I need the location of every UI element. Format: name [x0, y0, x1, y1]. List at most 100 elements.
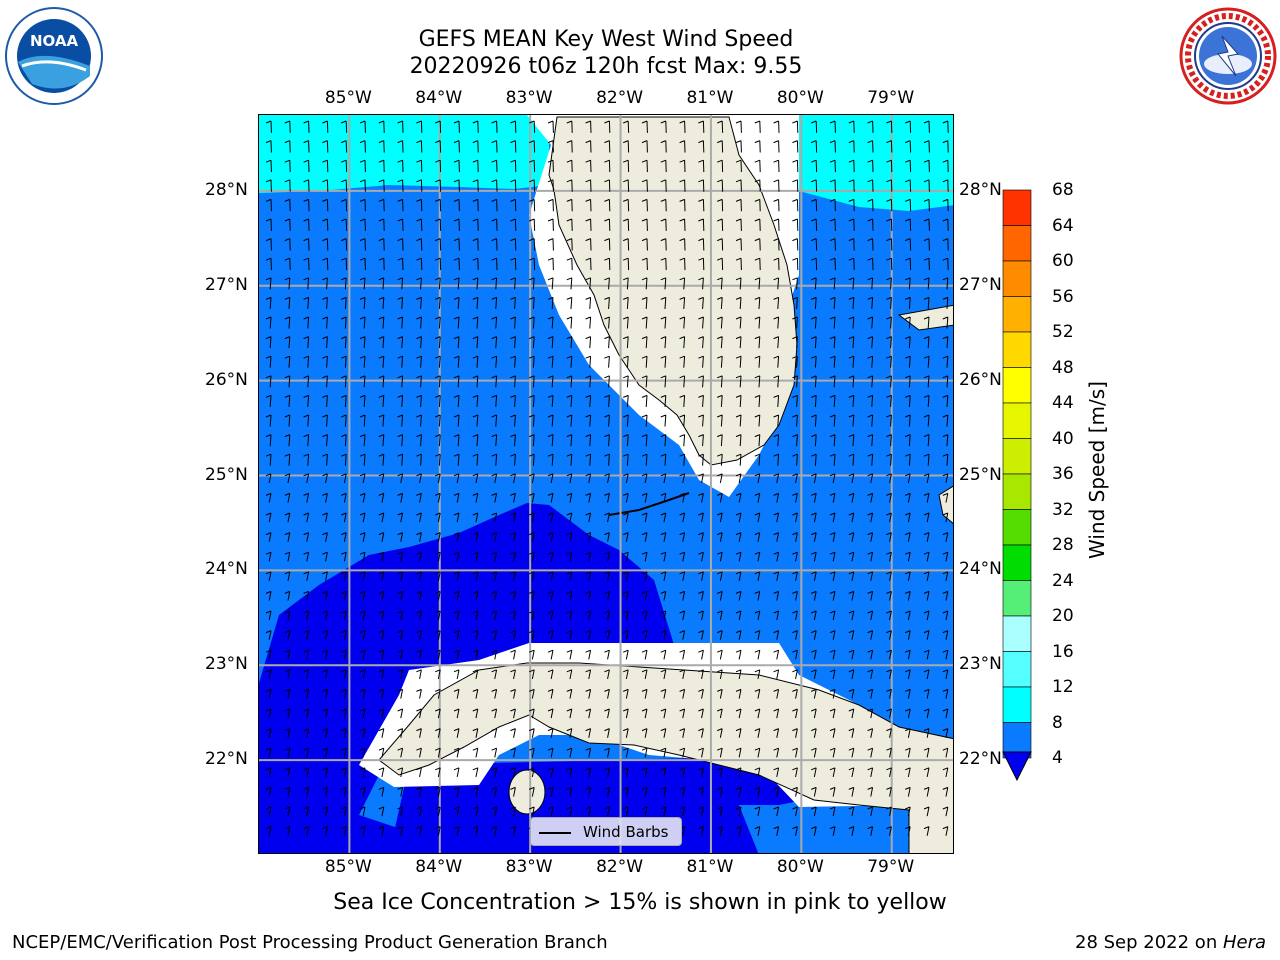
wind-barb: [453, 610, 460, 621]
lon-tick-bottom: 79°W: [867, 857, 915, 877]
wind-barb: [754, 532, 761, 542]
wind-barb: [491, 590, 498, 601]
wind-barb: [660, 198, 667, 212]
wind-barb: [416, 610, 422, 621]
wind-barb: [660, 708, 667, 719]
wind-barb: [792, 296, 798, 309]
wind-barb: [641, 767, 648, 778]
wind-barb: [397, 316, 404, 329]
wind-barb: [811, 434, 817, 447]
wind-barb: [453, 786, 460, 797]
wind-barb: [510, 649, 516, 660]
wind-barb: [829, 355, 836, 368]
colorbar-band: [1002, 580, 1032, 617]
wind-barb: [942, 453, 949, 466]
wind-barb: [754, 218, 761, 231]
wind-barb: [416, 551, 422, 562]
wind-barb: [303, 277, 310, 290]
wind-barb: [435, 649, 441, 660]
wind-barb: [566, 336, 573, 349]
wind-barb: [867, 669, 874, 680]
wind-barb: [754, 257, 761, 271]
wind-barb: [378, 473, 385, 484]
wind-barb: [641, 218, 648, 231]
wind-barb: [303, 728, 310, 738]
wind-barb: [942, 296, 949, 309]
wind-barb: [435, 630, 441, 640]
wind-barb: [453, 277, 460, 290]
colorbar-tick-label: 44: [1052, 393, 1074, 413]
wind-barb: [679, 355, 686, 368]
wind-barb: [905, 649, 911, 660]
wind-barb: [435, 198, 442, 212]
wind-barb: [623, 198, 630, 212]
wind-barb: [491, 159, 498, 173]
lat-tick-left: 27°N: [205, 274, 248, 295]
wind-barb: [585, 747, 592, 758]
wind-barb: [623, 336, 629, 349]
wind-barb: [660, 394, 667, 407]
wind-barb: [359, 551, 366, 562]
wind-barb: [566, 649, 573, 660]
wind-barb: [397, 355, 404, 368]
wind-barb: [641, 120, 648, 133]
wind-barb: [867, 336, 874, 349]
lat-tick-left: 22°N: [205, 749, 248, 770]
wind-barb: [472, 159, 479, 173]
wind-barb: [660, 159, 667, 173]
wind-barb: [453, 140, 460, 153]
wind-barb: [284, 767, 291, 778]
wind-barb: [472, 571, 479, 582]
wind-barb: [886, 512, 892, 523]
wind-barb: [698, 198, 705, 212]
wind-barb: [886, 610, 892, 621]
wind-barb: [641, 630, 648, 640]
wind-barb: [623, 708, 629, 719]
wind-barb: [641, 434, 648, 447]
wind-barb: [397, 238, 404, 251]
wind-barb: [623, 453, 629, 466]
wind-barb: [416, 355, 422, 368]
wind-barb: [923, 238, 930, 251]
wind-barb: [397, 708, 404, 719]
wind-barb: [848, 492, 855, 503]
wind-barb: [660, 414, 667, 427]
wind-barb: [735, 688, 742, 699]
wind-barb: [829, 375, 836, 388]
wind-barb: [547, 394, 554, 407]
wind-barb: [905, 453, 911, 466]
wind-barb: [923, 453, 930, 466]
wind-barb: [811, 630, 817, 640]
wind-barb: [416, 198, 423, 212]
wind-barb: [679, 238, 686, 251]
lon-tick-top: 83°W: [505, 88, 553, 108]
wind-barb: [453, 336, 460, 349]
wind-barb: [641, 316, 648, 329]
lat-tick-left: 28°N: [205, 179, 248, 200]
wind-barb: [341, 590, 347, 601]
wind-barb: [698, 394, 704, 407]
wind-barb: [435, 375, 441, 388]
wind-barb: [284, 610, 291, 621]
wind-barb: [378, 355, 385, 368]
wind-barb: [773, 767, 780, 778]
wind-barb: [529, 728, 535, 738]
wind-barb: [265, 630, 272, 640]
wind-barb: [735, 120, 742, 133]
wind-barb: [303, 532, 310, 542]
wind-barb: [604, 571, 610, 582]
wind-barb: [923, 375, 930, 388]
wind-barb: [735, 669, 742, 680]
wind-barb: [754, 512, 761, 523]
wind-barb: [322, 512, 328, 523]
wind-barb: [923, 336, 930, 349]
wind-barb: [284, 532, 291, 542]
wind-barb: [397, 296, 404, 309]
wind-barb: [698, 277, 704, 290]
wind-barb: [623, 747, 629, 758]
wind-barb: [284, 140, 291, 153]
wind-barb: [735, 747, 742, 758]
wind-barb: [284, 316, 291, 329]
wind-barb: [698, 688, 704, 699]
wind-barb: [453, 747, 460, 758]
